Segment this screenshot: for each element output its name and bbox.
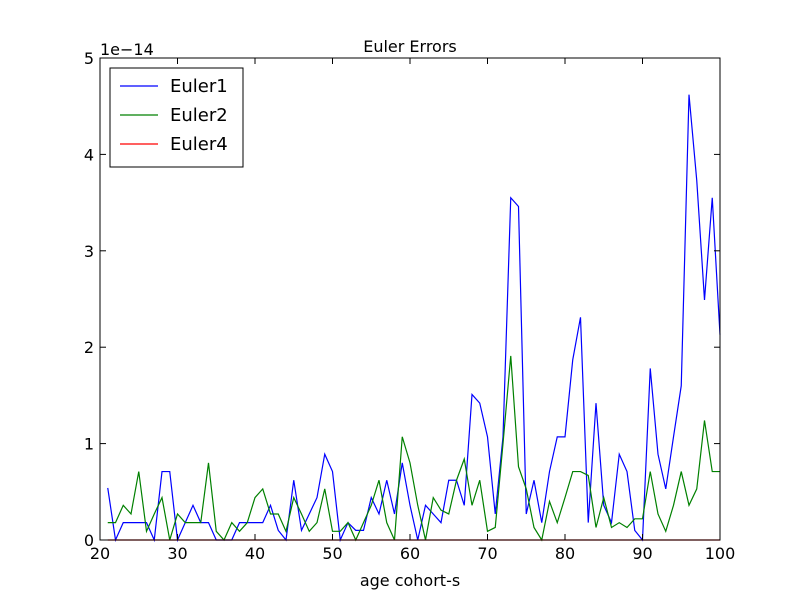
x-tick-label: 50 — [322, 544, 342, 563]
x-tick-label: 40 — [245, 544, 265, 563]
x-axis-label: age cohort-s — [360, 571, 460, 590]
x-tick-label: 90 — [632, 544, 652, 563]
x-tick-label: 100 — [705, 544, 736, 563]
legend-label: Euler2 — [170, 105, 228, 126]
y-offset-label: 1e−14 — [100, 40, 154, 59]
chart-title: Euler Errors — [363, 37, 457, 56]
y-tick-label: 3 — [84, 242, 94, 261]
y-tick-label: 2 — [84, 338, 94, 357]
y-tick-label: 4 — [84, 145, 94, 164]
x-tick-label: 60 — [400, 544, 420, 563]
legend-label: Euler1 — [170, 76, 228, 97]
x-tick-label: 30 — [167, 544, 187, 563]
legend: Euler1 Euler2 Euler4 — [109, 67, 244, 168]
line — [107, 94, 721, 543]
line — [107, 355, 720, 542]
y-tick-label: 0 — [84, 531, 94, 550]
y-tick-label: 5 — [84, 49, 94, 68]
y-tick-label: 1 — [84, 435, 94, 454]
legend-box — [109, 67, 244, 168]
legend-label: Euler4 — [170, 134, 228, 155]
x-tick-label: 20 — [90, 544, 110, 563]
x-tick-label: 70 — [477, 544, 497, 563]
x-tick-label: 80 — [555, 544, 575, 563]
